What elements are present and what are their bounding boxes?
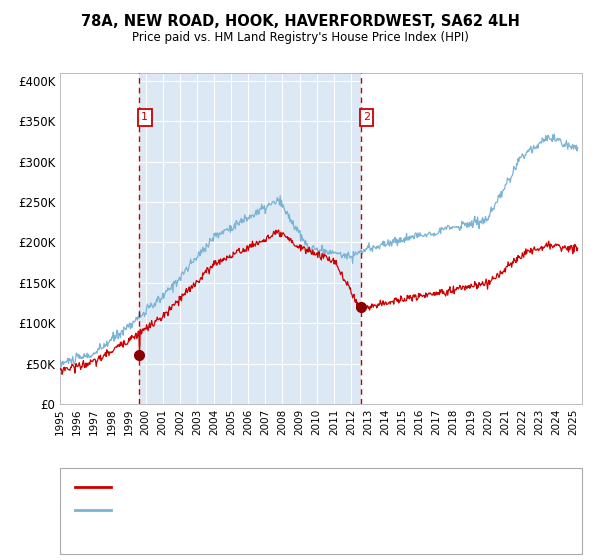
Text: 1: 1	[141, 112, 148, 122]
Text: 78A, NEW ROAD, HOOK, HAVERFORDWEST, SA62 4LH (detached house): 78A, NEW ROAD, HOOK, HAVERFORDWEST, SA62…	[117, 482, 493, 492]
Text: 78A, NEW ROAD, HOOK, HAVERFORDWEST, SA62 4LH: 78A, NEW ROAD, HOOK, HAVERFORDWEST, SA62…	[80, 14, 520, 29]
Text: 2: 2	[363, 112, 370, 122]
Bar	[139, 73, 361, 404]
Text: HPI: Average price, detached house, Pembrokeshire: HPI: Average price, detached house, Pemb…	[117, 505, 387, 515]
Text: Price paid vs. HM Land Registry's House Price Index (HPI): Price paid vs. HM Land Registry's House …	[131, 31, 469, 44]
